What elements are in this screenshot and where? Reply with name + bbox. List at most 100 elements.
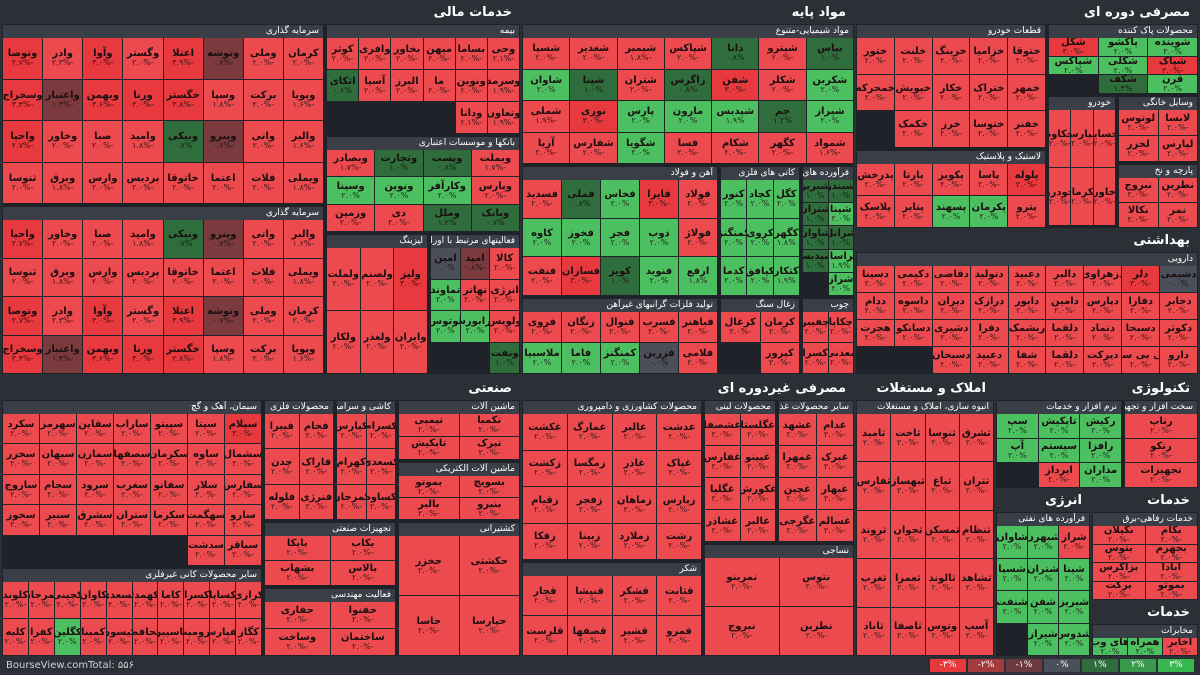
stock-tile[interactable]: ولکار -۲.۰% (327, 311, 360, 373)
stock-tile[interactable]: ودانا -۲.۱% (455, 102, 487, 133)
stock-tile[interactable]: زاگرس ۰.۸% (664, 69, 712, 100)
stock-tile[interactable]: وملی -۲.۰% (243, 297, 283, 335)
stock-tile[interactable]: بپاس ۱.۰% (806, 38, 853, 69)
stock-tile[interactable]: وپویا -۱.۶% (283, 335, 323, 373)
stock-tile[interactable]: سکرمان-۲.۰% (151, 444, 187, 474)
stock-tile[interactable]: اعتلا -۳.۹% (163, 38, 203, 79)
stock-tile[interactable]: اتکای ۰.۶% (327, 70, 359, 101)
stock-tile[interactable]: رتکو -۲.۰% (1125, 438, 1197, 463)
stock-tile[interactable]: کگهر -۲.۰% (759, 132, 806, 163)
stock-tile[interactable]: بشهاب -۲.۰% (265, 561, 330, 585)
stock-tile[interactable]: کفرا -۲.۰% (28, 619, 54, 655)
stock-tile[interactable]: تجهیزات -۲.۰% (1125, 463, 1197, 487)
stock-tile[interactable]: فجر ۲.۰% (601, 218, 639, 257)
stock-tile[interactable]: خپارس-۲.۰% (1071, 110, 1093, 167)
stock-tile[interactable]: ولیز -۳.۰% (394, 248, 427, 310)
stock-tile[interactable]: حاسا -۲.۰% (399, 596, 459, 655)
stock-tile[interactable]: ثاصفا -۲.۰% (891, 607, 925, 655)
stock-tile[interactable]: کاوان-۲.۰% (80, 582, 106, 618)
stock-tile[interactable]: رافزا ۲.۰% (1080, 438, 1121, 463)
stock-tile[interactable]: قصفها -۲.۰% (567, 616, 612, 655)
stock-tile[interactable]: فولاد -۲.۰% (679, 180, 717, 218)
stock-tile[interactable]: ساراب -۲.۰% (114, 414, 150, 444)
stock-tile[interactable]: خودرو-۲.۰% (1049, 168, 1071, 225)
stock-tile[interactable]: دفارا -۲.۰% (1122, 293, 1160, 319)
stock-tile[interactable]: سمازن -۲.۰% (77, 444, 113, 474)
industry-metal-products[interactable]: محصولات فلزی فجام -۲.۰% فپیرا -۲.۰% فاراک -۲.۰… (264, 400, 334, 520)
stock-tile[interactable]: وآوا -۳.۰% (83, 297, 123, 335)
stock-tile[interactable]: وسرمد -۱.۹% (487, 70, 519, 101)
stock-tile[interactable]: سیستم ۲.۰% (1038, 438, 1080, 463)
stock-tile[interactable]: ونیکی ۰.۷% (163, 220, 203, 258)
stock-tile[interactable]: وارس -۲.۰% (83, 258, 123, 296)
stock-tile[interactable]: کی بی سی-۲.۰% (1122, 347, 1160, 373)
stock-tile[interactable]: وپترو -۰.۷% (203, 220, 243, 258)
stock-tile[interactable]: کرمان -۲.۰% (283, 38, 323, 79)
stock-tile[interactable]: خگستر -۲.۸% (163, 335, 203, 373)
stock-tile[interactable]: وسخراج -۳.۴% (3, 79, 43, 120)
stock-tile[interactable]: صبا -۲.۰% (83, 220, 123, 258)
stock-tile[interactable]: شبندر۱.۰% (828, 180, 853, 203)
stock-tile[interactable]: سقاین -۲.۰% (77, 414, 113, 444)
stock-tile[interactable]: وسپا -۱.۸% (203, 79, 243, 120)
stock-tile[interactable]: کرازی-۲.۰% (236, 582, 261, 618)
stock-tile[interactable]: شبهرن۲.۰% (1028, 526, 1058, 558)
stock-tile[interactable]: آبادا -۲.۰% (1145, 563, 1197, 581)
stock-tile[interactable]: دعبید -۲.۰% (970, 347, 1008, 373)
stock-tile[interactable]: کسعدی-۲.۰% (366, 449, 395, 484)
stock-tile[interactable]: انرژی -۲.۰% (490, 279, 519, 310)
stock-tile[interactable]: ثبهساز -۲.۰% (891, 462, 925, 510)
stock-tile[interactable]: فسرب -۲.۰% (640, 312, 678, 342)
stock-tile[interactable]: پلاسک -۲.۰% (857, 196, 894, 227)
stock-tile[interactable]: برکت -۲.۰% (243, 79, 283, 120)
stock-tile[interactable]: دیران -۲.۰% (932, 293, 970, 319)
stock-tile[interactable]: چفیبر-۲.۰% (803, 312, 828, 342)
stock-tile[interactable]: خراسان۱.۹% (828, 249, 853, 272)
stock-tile[interactable]: ثروند -۲.۰% (857, 510, 891, 559)
stock-tile[interactable]: چکاپا -۲.۰% (828, 312, 853, 342)
stock-tile[interactable]: واعتبار -۱.۴% (43, 79, 83, 120)
industry-petrochem[interactable]: مواد شیمیایی-متنوع بپاس ۱.۰% شپترو -۲.۰% دانا… (522, 24, 854, 164)
stock-tile[interactable]: قرن ۲.۰% (1148, 75, 1197, 93)
stock-tile[interactable]: دابور -۲.۰% (1008, 293, 1046, 319)
stock-tile[interactable]: زماهان -۲.۰% (612, 487, 657, 523)
industry-machinery[interactable]: ماشین آلات تکمبا -۲.۰% تپمپی -۲.۰% تبرک -۲.۰% ت… (398, 400, 520, 460)
stock-tile[interactable]: خمحرکه -۲.۰% (857, 74, 894, 111)
stock-tile[interactable]: وساخت -۲.۰% (265, 629, 330, 655)
industry-ceramic[interactable]: کاشی و سرامیککسرام-۲.۰%کپارس-۲.۰%کسعدی-۲… (336, 400, 396, 520)
stock-tile[interactable]: بگیلان -۲.۰% (1093, 526, 1145, 544)
industry-oil[interactable]: فرآورده های نفتیشراز-۲.۰%شبهرن۲.۰%شاوان۲… (996, 512, 1090, 656)
stock-tile[interactable]: فلوله -۲.۰% (265, 484, 299, 519)
stock-tile[interactable]: ختراک -۲.۰% (970, 74, 1008, 111)
stock-tile[interactable]: وبملت -۱.۷% (471, 150, 519, 177)
stock-tile[interactable]: داسوه -۲.۰% (894, 293, 932, 319)
stock-tile[interactable]: نمرینو -۲.۰% (705, 558, 779, 606)
stock-tile[interactable]: سنیر -۲.۰% (40, 505, 76, 535)
stock-tile[interactable]: دلقما -۲.۰% (1046, 347, 1084, 373)
stock-tile[interactable]: خمهر -۲.۰% (1008, 74, 1045, 111)
industry-wood[interactable]: چوبچکاپا-۲.۰%چفیبر-۲.۰%معدنی-۲.۰%کسرا-۲.… (802, 298, 854, 374)
stock-tile[interactable]: وتجارت ۱.۰% (375, 150, 423, 177)
stock-tile[interactable]: وآوا -۳.۰% (83, 38, 123, 79)
stock-tile[interactable]: کپارس-۲.۰% (337, 414, 366, 449)
stock-tile[interactable]: کاوه ۲.۰% (523, 218, 561, 257)
stock-tile[interactable]: غالبر -۲.۰% (612, 414, 657, 450)
stock-tile[interactable]: قشکر -۲.۰% (612, 576, 657, 615)
stock-tile[interactable]: کفپارس-۲.۰% (210, 619, 236, 655)
stock-tile[interactable]: کهرام -۲.۰% (337, 449, 366, 484)
industry-nonmetal[interactable]: سایر محصولات کانی غیرفلزیکرازی-۲.۰%کساپا… (2, 568, 262, 656)
stock-tile[interactable]: غفارس -۲.۰% (705, 446, 740, 477)
stock-tile[interactable]: شپاکس ۲.۰% (1049, 56, 1098, 75)
stock-tile[interactable]: غکورش-۲.۰% (740, 478, 775, 509)
stock-tile[interactable]: خرینگ -۲.۰% (932, 38, 970, 74)
stock-tile[interactable]: وادر -۲.۳% (43, 38, 83, 79)
stock-tile[interactable]: لوتوس۲.۰% (431, 311, 460, 342)
stock-tile[interactable]: دیرکت -۲.۰% (1084, 347, 1122, 373)
stock-tile[interactable]: کمرجان-۲.۰% (337, 484, 366, 519)
stock-tile[interactable]: کچینی-۲.۰% (54, 582, 80, 618)
stock-tile[interactable]: شپاک -۳.۰% (1148, 56, 1197, 75)
industry-textile-2[interactable]: نساجی نتوس -۲.۰% نمرینو -۲.۰% نطرین -۲.۰% نبروج… (704, 544, 854, 656)
stock-tile[interactable]: شاوان۱.۰% (803, 226, 828, 249)
stock-tile[interactable]: شبریز ۲.۰% (1059, 591, 1089, 623)
stock-tile[interactable]: خگستر -۲.۸% (163, 79, 203, 120)
